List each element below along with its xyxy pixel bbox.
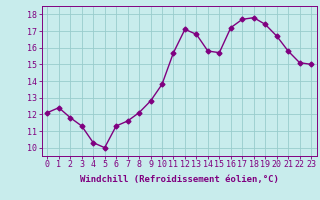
- X-axis label: Windchill (Refroidissement éolien,°C): Windchill (Refroidissement éolien,°C): [80, 175, 279, 184]
